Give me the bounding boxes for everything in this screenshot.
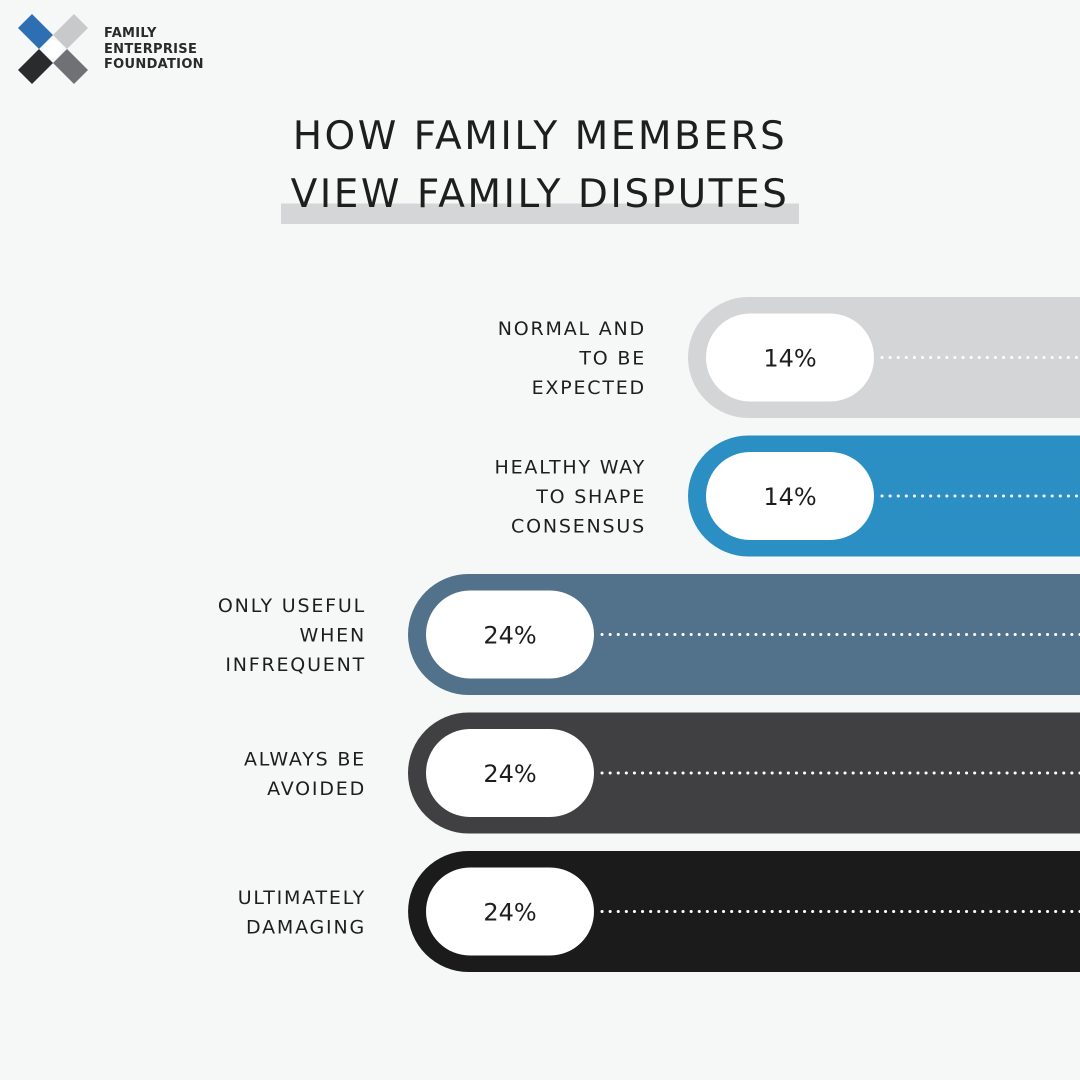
value-pill-1 <box>706 313 874 402</box>
title-line-1: HOW FAMILY MEMBERS <box>292 114 788 159</box>
page-title: HOW FAMILY MEMBERS VIEW FAMILY DISPUTES <box>0 108 1080 224</box>
value-label-1: 14% <box>763 345 816 373</box>
category-label-3-line-2: WHEN <box>300 625 367 647</box>
category-label-3: ONLY USEFUL WHEN INFREQUENT <box>218 595 366 676</box>
logo-center-dot <box>44 40 62 58</box>
category-label-4: ALWAYS BE AVOIDED <box>244 748 366 800</box>
brand-name: FAMILY ENTERPRISE FOUNDATION <box>104 26 204 73</box>
value-pill-2 <box>706 452 874 540</box>
value-label-4: 24% <box>483 760 536 788</box>
brand-name-line-2: ENTERPRISE <box>104 41 198 57</box>
category-label-5-line-2: DAMAGING <box>246 916 366 938</box>
logo-grey-quadrant <box>53 49 88 84</box>
category-label-2: HEALTHY WAY TO SHAPE CONSENSUS <box>495 457 646 538</box>
category-label-1-line-1: NORMAL AND <box>498 318 646 340</box>
category-label-4-line-2: AVOIDED <box>267 778 366 800</box>
value-label-3: 24% <box>483 622 536 650</box>
logo-dark-quadrant <box>18 49 53 84</box>
family-enterprise-foundation-logo-icon <box>18 14 88 84</box>
category-label-1-line-2: TO BE <box>578 348 646 370</box>
brand-name-line-3: FOUNDATION <box>104 57 204 72</box>
category-label-2-line-3: CONSENSUS <box>511 516 646 538</box>
value-label-5: 24% <box>483 899 536 927</box>
brand-name-line-1: FAMILY <box>104 26 157 41</box>
category-label-1-line-3: EXPECTED <box>532 377 646 399</box>
value-pill-5 <box>426 867 594 956</box>
logo-light-quadrant <box>53 14 88 49</box>
category-label-2-line-1: HEALTHY WAY <box>495 457 646 479</box>
value-pill-4 <box>426 729 594 817</box>
value-label-2: 14% <box>763 483 816 511</box>
category-label-3-line-1: ONLY USEFUL <box>218 595 366 617</box>
category-label-5: ULTIMATELY DAMAGING <box>238 887 366 939</box>
category-label-1: NORMAL AND TO BE EXPECTED <box>498 318 646 399</box>
logo-blue-quadrant <box>18 14 53 49</box>
title-line-2: VIEW FAMILY DISPUTES <box>280 166 800 224</box>
category-label-5-line-1: ULTIMATELY <box>238 887 366 909</box>
category-label-3-line-3: INFREQUENT <box>225 654 366 676</box>
category-label-4-line-1: ALWAYS BE <box>244 748 366 770</box>
category-label-2-line-2: TO SHAPE <box>535 486 646 508</box>
value-pill-3 <box>426 590 594 679</box>
brand-logo: FAMILY ENTERPRISE FOUNDATION <box>18 14 218 84</box>
